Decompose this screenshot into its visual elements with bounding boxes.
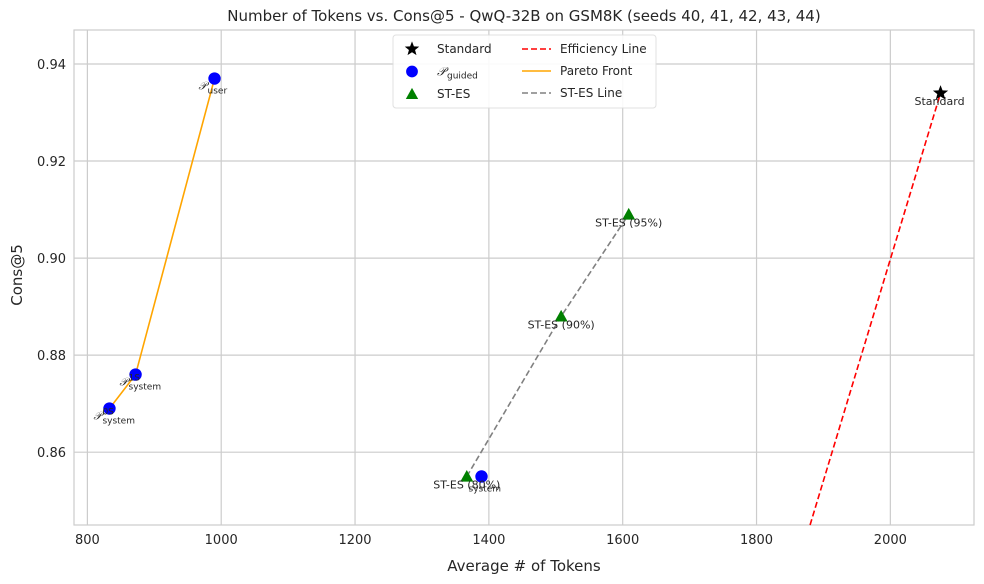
grid [74,30,974,525]
annotation-standard: Standard [915,95,965,108]
legend-label: Standard [437,42,492,56]
annotation-main: 𝒫 [120,376,131,389]
annotation-sup: 1S [129,374,141,384]
chart-title: Number of Tokens vs. Cons@5 - QwQ-32B on… [227,7,820,25]
series-markers [103,72,949,483]
series-line [466,213,630,477]
marker-triangle [554,309,568,322]
x-tick-label: 1200 [338,533,371,548]
y-tick-label: 0.90 [37,252,66,267]
x-tick-label: 2000 [874,533,907,548]
x-axis-label: Average # of Tokens [447,557,601,575]
y-axis-label: Cons@5 [8,244,26,306]
y-ticks: 0.86 0.88 0.90 0.92 0.94 [37,58,66,461]
marker-circle [129,368,142,381]
series-line [108,78,216,410]
marker-star [932,85,949,100]
annotation-st-es: ST-ES (80%) [433,478,500,491]
x-tick-label: 800 [75,533,100,548]
legend-label: ST-ES [437,87,470,101]
annotations: Standard ST-ES (95%) ST-ES (90%) ST-ES (80%… [93,80,964,495]
x-tick-label: 1600 [606,533,639,548]
x-ticks: 800 1000 1200 1400 1600 1800 2000 [75,533,907,548]
annotation-main: 𝒫 [93,410,104,423]
legend-label: Pareto Front [560,64,633,78]
y-tick-label: 0.94 [37,58,66,73]
y-tick-label: 0.92 [37,155,66,170]
annotation-st-es: ST-ES (95%) [595,216,662,229]
annotation-sub: system [102,417,135,427]
marker-triangle [460,469,474,482]
legend-label-sub: guided [447,72,478,82]
annotation-st-es: ST-ES (90%) [528,318,595,331]
plot-frame [73,29,975,526]
marker-circle [406,65,418,78]
annotation-guided: system [469,484,502,494]
x-tick-label: 1000 [205,533,238,548]
legend-label: ST-ES Line [560,86,622,100]
series-line [809,92,942,526]
annotation-sub: user [208,87,228,97]
marker-triangle [622,207,636,220]
y-tick-label: 0.86 [37,446,66,461]
series-lines [108,78,942,526]
marker-star [404,41,420,56]
x-tick-label: 1800 [740,533,773,548]
legend-label: Efficiency Line [560,42,647,56]
y-tick-label: 0.88 [37,349,66,364]
marker-circle [103,402,116,415]
annotation-sub: system [129,383,162,393]
x-tick-label: 1400 [472,533,505,548]
marker-triangle [405,87,419,99]
annotation-sup: 0S [102,408,114,418]
marker-circle [208,72,221,85]
annotation-main: 𝒫 [199,80,210,93]
annotation-sub: system [469,484,502,494]
marker-circle [475,470,488,483]
